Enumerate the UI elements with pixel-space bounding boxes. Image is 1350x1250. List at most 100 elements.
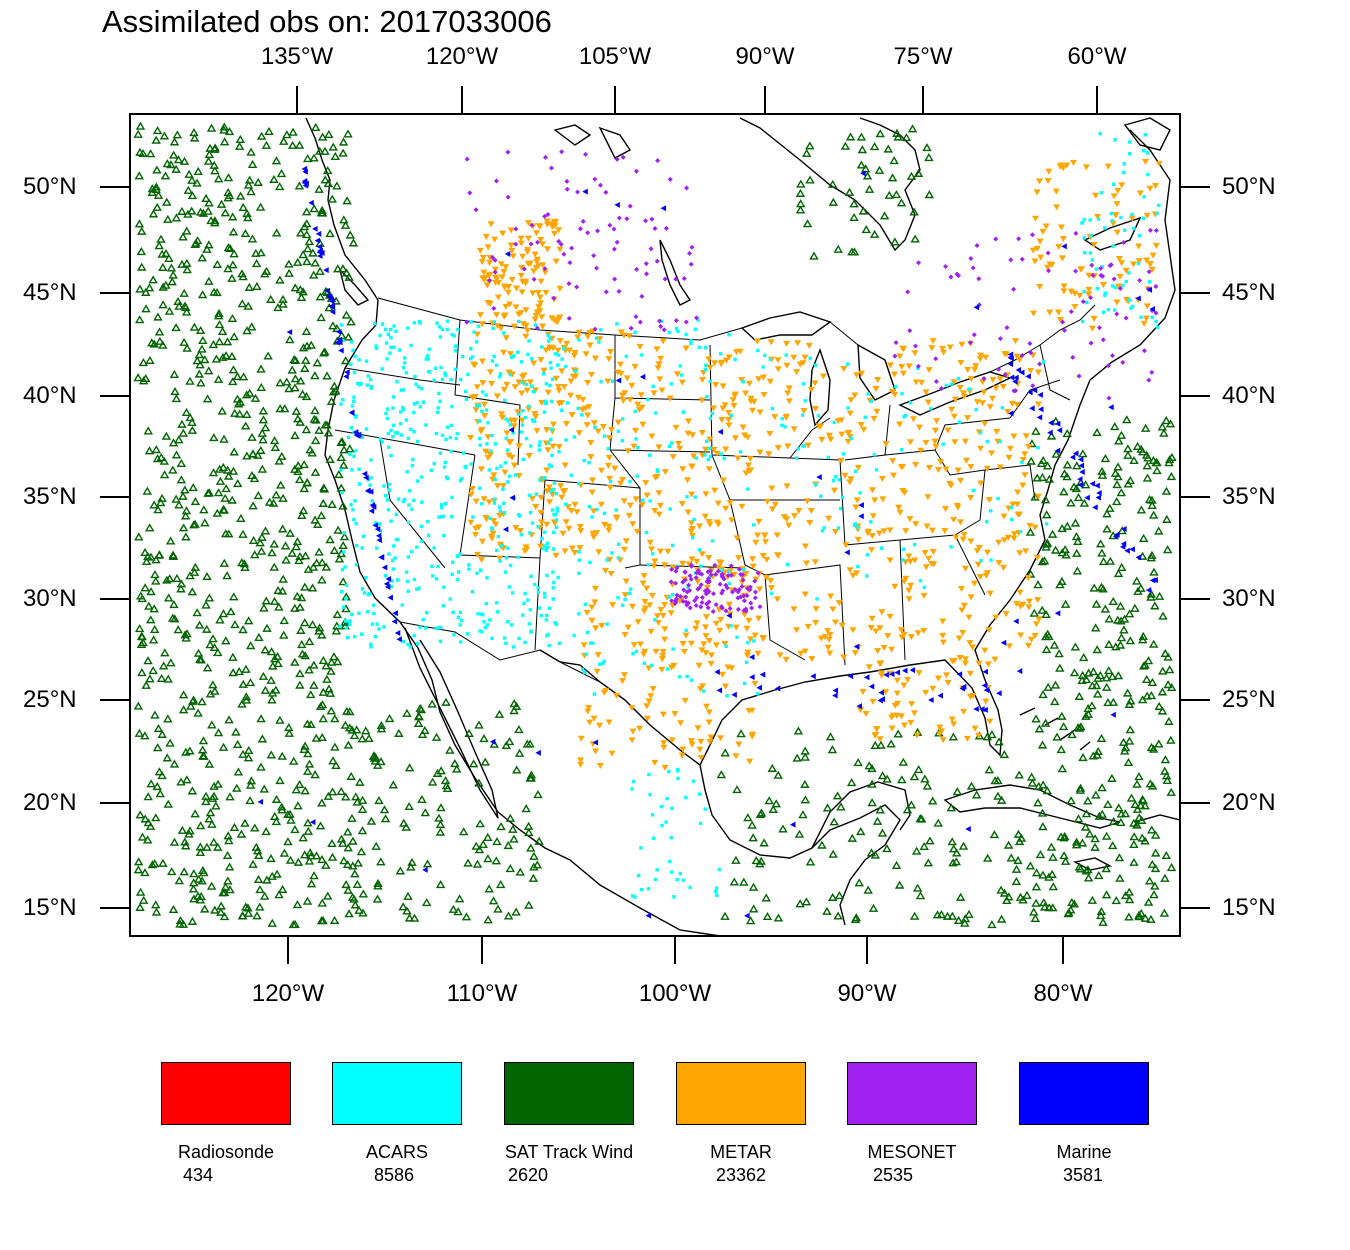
obs-marker-square [399, 388, 403, 392]
obs-marker-triangle-left [996, 690, 1002, 697]
obs-marker-square [1111, 244, 1115, 248]
obs-marker-triangle-up [148, 275, 158, 284]
obs-marker-triangle-down [678, 379, 686, 386]
obs-marker-square [627, 591, 632, 595]
obs-marker-triangle-up [368, 752, 379, 761]
obs-marker-triangle-up [795, 188, 806, 197]
obs-marker-triangle-up [148, 635, 159, 644]
obs-marker-square [724, 644, 728, 648]
obs-marker-triangle-down [590, 534, 598, 541]
obs-marker-triangle-up [310, 406, 320, 415]
obs-marker-triangle-up [156, 452, 166, 462]
obs-marker-triangle-up [1097, 470, 1108, 479]
obs-marker-square [548, 360, 553, 365]
obs-marker-triangle-up [178, 491, 188, 500]
obs-marker-triangle-up [372, 760, 383, 769]
obs-marker-diamond [1106, 395, 1112, 401]
left-lat-label-50n: 50°N [23, 173, 77, 200]
obs-marker-triangle-down [555, 443, 563, 450]
obs-marker-triangle-up [304, 759, 315, 768]
obs-marker-triangle-down [900, 631, 908, 638]
legend-swatch-radiosonde [161, 1062, 291, 1125]
obs-marker-triangle-up [173, 625, 183, 634]
obs-marker-triangle-down [647, 628, 655, 635]
obs-marker-triangle-up [219, 558, 230, 567]
obs-marker-triangle-down [506, 351, 514, 358]
obs-marker-diamond [710, 608, 716, 614]
obs-marker-triangle-up [336, 786, 346, 795]
obs-marker-square [1147, 280, 1152, 284]
obs-marker-triangle-up [322, 166, 333, 175]
obs-marker-triangle-left [1121, 525, 1127, 532]
obs-marker-triangle-down [1113, 299, 1121, 306]
obs-marker-triangle-up [220, 493, 230, 502]
obs-marker-triangle-up [355, 777, 365, 786]
obs-marker-triangle-up [243, 753, 254, 762]
obs-marker-triangle-left [1145, 587, 1152, 594]
obs-marker-triangle-down [700, 641, 708, 648]
obs-marker-triangle-up [304, 636, 315, 646]
obs-marker-triangle-up [257, 464, 268, 473]
obs-marker-triangle-down [800, 408, 808, 415]
obs-marker-square [530, 356, 534, 361]
obs-marker-triangle-up [1077, 838, 1088, 847]
obs-marker-triangle-down [763, 556, 771, 563]
obs-marker-square [406, 589, 410, 593]
obs-marker-triangle-up [231, 727, 241, 736]
obs-marker-square [620, 439, 625, 443]
obs-marker-triangle-down [543, 427, 551, 434]
obs-marker-triangle-down [562, 421, 570, 428]
obs-marker-triangle-up [1062, 460, 1073, 469]
obs-marker-triangle-down [889, 388, 897, 395]
legend-label-sat-track-wind: SAT Track Wind [504, 1142, 634, 1162]
obs-marker-triangle-up [165, 536, 176, 545]
obs-marker-square [339, 323, 344, 327]
obs-marker-triangle-up [505, 813, 516, 822]
obs-marker-triangle-up [158, 300, 168, 309]
obs-marker-square [507, 474, 512, 478]
obs-marker-triangle-down [537, 278, 545, 285]
obs-marker-triangle-down [519, 253, 527, 260]
obs-marker-triangle-up [529, 862, 539, 871]
obs-marker-triangle-down [699, 376, 707, 383]
obs-marker-triangle-up [224, 715, 234, 724]
obs-marker-triangle-up [236, 513, 246, 523]
obs-marker-triangle-up [230, 408, 240, 417]
obs-marker-triangle-up [213, 779, 223, 788]
obs-marker-triangle-down [651, 474, 659, 481]
obs-marker-triangle-down [534, 290, 542, 297]
obs-marker-triangle-up [240, 421, 251, 430]
obs-marker-diamond [708, 572, 714, 578]
obs-marker-triangle-up [197, 253, 207, 262]
obs-marker-triangle-down [1142, 158, 1150, 165]
obs-marker-diamond [1008, 257, 1014, 263]
obs-marker-triangle-down [741, 611, 749, 618]
obs-marker-square [511, 431, 515, 435]
obs-marker-diamond [637, 319, 643, 325]
obs-marker-triangle-up [1083, 709, 1094, 718]
obs-marker-triangle-up [273, 659, 283, 668]
obs-marker-triangle-down [745, 468, 753, 475]
obs-marker-triangle-up [190, 496, 201, 506]
obs-marker-triangle-up [302, 477, 312, 487]
obs-marker-diamond [580, 218, 586, 224]
obs-marker-triangle-down [743, 625, 751, 632]
obs-marker-triangle-up [421, 898, 432, 907]
obs-marker-triangle-down [1037, 254, 1045, 261]
legend-count-sat-track-wind: 2620 [508, 1165, 549, 1185]
obs-marker-square [397, 348, 402, 352]
obs-marker-square [436, 564, 440, 569]
obs-marker-triangle-up [317, 898, 328, 907]
obs-marker-triangle-up [170, 386, 180, 396]
obs-marker-triangle-up [1154, 739, 1164, 748]
obs-marker-triangle-down [587, 439, 595, 446]
obs-marker-triangle-up [240, 562, 250, 571]
obs-marker-square [404, 570, 409, 574]
obs-marker-square [768, 357, 773, 361]
obs-marker-triangle-up [1066, 905, 1076, 914]
obs-marker-triangle-up [325, 229, 335, 238]
obs-marker-diamond [715, 568, 721, 574]
obs-marker-triangle-up [256, 546, 267, 555]
obs-marker-diamond [697, 570, 703, 576]
obs-marker-triangle-down [636, 343, 644, 350]
